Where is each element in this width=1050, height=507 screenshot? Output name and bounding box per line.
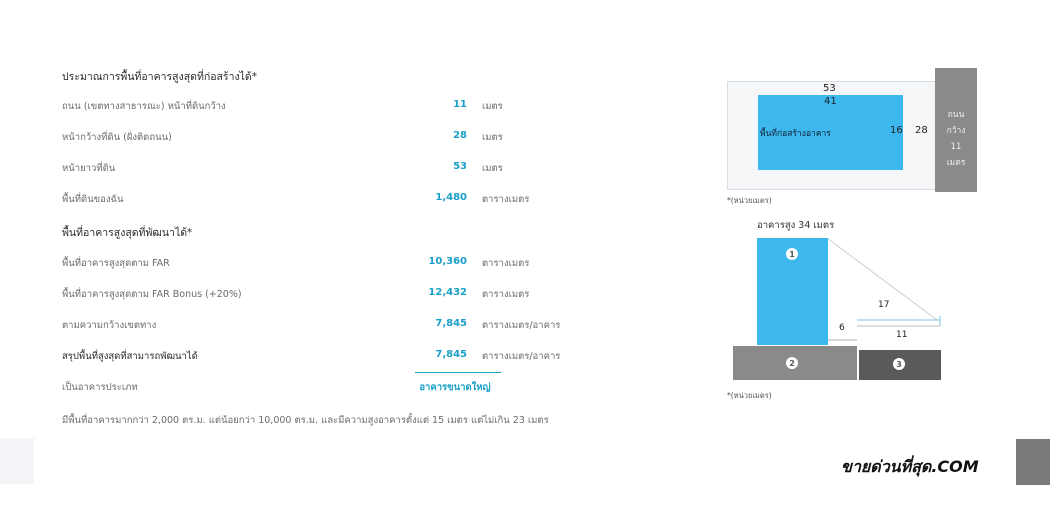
row-value: 53	[453, 161, 467, 172]
row-unit: ตารางเมตร/อาคาร	[482, 351, 561, 362]
setback-line	[826, 237, 938, 321]
plot-width-dim: 28	[915, 125, 928, 136]
section-unit-note: *(หน่วยเมตร)	[727, 391, 772, 400]
row-label-summary: สรุปพื้นที่สูงสุดที่สามารถพัฒนาได้	[62, 351, 198, 362]
road-label-line: ถนน	[947, 110, 965, 120]
row-value: 1,480	[435, 192, 467, 203]
road-label-line: 11	[950, 142, 962, 152]
building-height-label: อาคารสูง 34 เมตร	[757, 220, 835, 231]
road-label-line: เมตร	[946, 158, 966, 168]
section-title-max-area: ประมาณการพื้นที่อาคารสูงสุดที่ก่อสร้างได…	[62, 71, 257, 83]
row-unit: เมตร	[482, 101, 503, 112]
row-label: หน้ายาวที่ดิน	[62, 163, 116, 174]
section-title-developable: พื้นที่อาคารสูงสุดที่พัฒนาได้*	[62, 227, 193, 239]
row-label: ถนน (เขตทางสาธารณะ) หน้าที่ดินกว้าง	[62, 101, 226, 112]
row-label: พื้นที่ดินของฉัน	[62, 194, 124, 205]
badge-2: 2	[786, 357, 798, 369]
road-block	[935, 68, 977, 192]
plan-unit-note: *(หน่วยเมตร)	[727, 196, 772, 205]
section-diagram	[826, 237, 941, 341]
row-value: 11	[453, 99, 467, 110]
left-edge-panel	[0, 438, 34, 484]
badge-1: 1	[786, 248, 798, 260]
buildable-width-dim: 16	[890, 125, 903, 136]
row-unit: ตารางเมตร/อาคาร	[482, 320, 561, 331]
row-label: หน้ากว้างที่ดิน (ฝั่งติดถนน)	[62, 132, 172, 143]
road-label-line: กว้าง	[946, 126, 966, 136]
watermark-tab	[1016, 439, 1050, 485]
buildable-area-label: พื้นที่ก่อสร้างอาคาร	[760, 129, 831, 139]
row-unit: ตารางเมตร	[482, 258, 530, 269]
dim-17: 17	[878, 300, 890, 310]
row-value: 28	[453, 130, 467, 141]
dim-6: 6	[839, 323, 845, 333]
building-type-label: เป็นอาคารประเภท	[62, 382, 138, 393]
row-label: พื้นที่อาคารสูงสุดตาม FAR	[62, 258, 170, 269]
row-label: ตามความกว้างเขตทาง	[62, 320, 157, 331]
watermark: ขายด่วนที่สุด.COM	[841, 457, 979, 476]
road-label: ถนน กว้าง 11 เมตร	[935, 107, 977, 171]
badge-3: 3	[893, 358, 905, 370]
footnote: มีพื้นที่อาคารมากกว่า 2,000 ตร.ม. แต่น้อ…	[62, 415, 549, 426]
row-value: 10,360	[428, 256, 467, 267]
dim-11: 11	[896, 330, 908, 340]
row-value-summary: 7,845	[435, 349, 467, 360]
building-type-value: อาคารขนาดใหญ่	[419, 382, 491, 393]
row-unit: เมตร	[482, 132, 503, 143]
row-value: 7,845	[435, 318, 467, 329]
row-unit: เมตร	[482, 163, 503, 174]
row-unit: ตารางเมตร	[482, 289, 530, 300]
buildable-area	[758, 95, 903, 170]
row-value: 12,432	[428, 287, 467, 298]
buildable-length-dim: 41	[824, 96, 837, 107]
summary-underline	[415, 372, 501, 373]
row-unit: ตารางเมตร	[482, 194, 530, 205]
row-label: พื้นที่อาคารสูงสุดตาม FAR Bonus (+20%)	[62, 289, 242, 300]
plot-length-dim: 53	[823, 83, 836, 94]
